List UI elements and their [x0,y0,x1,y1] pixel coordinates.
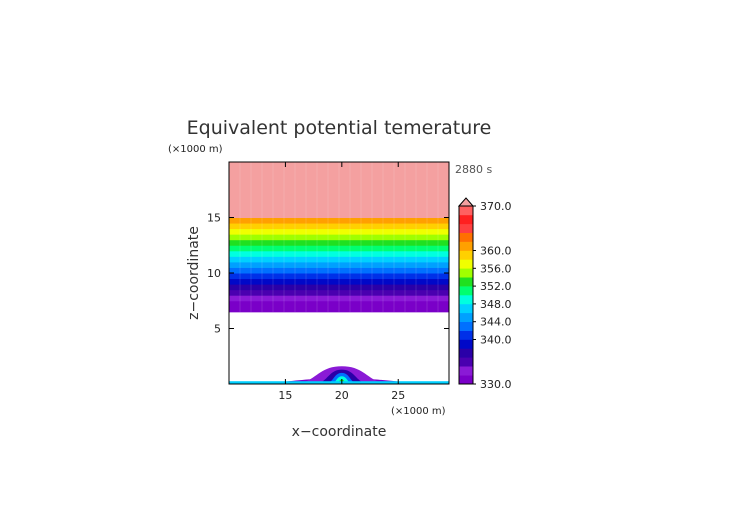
plot-area [229,162,449,384]
colorbar-segment-16 [459,232,473,242]
colorbar-segment-6 [459,321,473,331]
y-tick-label: 10 [207,267,221,280]
y-axis: 5 10 15 [207,212,449,336]
band-2 [229,289,449,296]
y-unit-label: (×1000 m) [168,144,223,155]
colorbar-segment-9 [459,295,473,305]
band-8 [229,256,449,263]
band-4 [229,278,449,285]
x-axis-label: x−coordinate [292,424,387,440]
colorbar: 330.0 340.0 344.0 348.0 352.0 356.0 360.0 370.0 [457,197,512,391]
colorbar-segment-15 [459,241,473,251]
x-tick-label: 20 [335,389,349,402]
band-5 [229,273,449,280]
colorbar-segment-11 [459,277,473,287]
chart-title: Equivalent potential temerature [187,117,492,139]
colorbar-segment-1 [459,366,473,376]
colorbar-overflow-arrow [457,197,475,207]
colorbar-segment-2 [459,357,473,367]
x-tick-label: 15 [278,389,292,402]
band-14 [229,223,449,230]
band-7 [229,261,449,268]
colorbar-tick-label: 340.0 [480,334,512,347]
band-16 [229,162,449,218]
colorbar-segment-19 [459,206,473,216]
colorbar-tick-label: 352.0 [480,280,512,293]
surface-strip [229,381,449,384]
colorbar-segment-18 [459,214,473,225]
colorbar-segment-13 [459,259,473,269]
colorbar-tick-label: 370.0 [480,200,512,213]
colorbar-tick-label: 344.0 [480,316,512,329]
band-0 [229,300,449,313]
colorbar-tick-label: 356.0 [480,262,512,275]
band-1 [229,295,449,302]
colorbar-segment-10 [459,286,473,296]
x-axis: 15 20 25 [278,162,405,402]
colorbar-segment-7 [459,312,473,322]
colorbar-segment-5 [459,330,473,340]
x-tick-label: 25 [391,389,405,402]
colorbar-frame [458,205,474,385]
colorbar-tick-label: 330.0 [480,378,512,391]
colorbar-segment-0 [459,375,473,385]
time-label: 2880 s [455,163,492,176]
band-15 [229,217,449,224]
colorbar-segment-4 [459,339,473,349]
band-6 [229,267,449,274]
colorbar-segment-17 [459,223,473,233]
band-3 [229,284,449,291]
colorbar-segment-12 [459,268,473,278]
colorbar-segment-8 [459,303,473,314]
colorbar-tick-label: 348.0 [480,298,512,311]
colorbar-tick-label: 360.0 [480,245,512,258]
colorbar-segment-14 [459,250,473,260]
x-unit-label: (×1000 m) [391,406,446,417]
band-10 [229,245,449,252]
band-11 [229,239,449,246]
y-tick-label: 15 [207,212,221,225]
band-9 [229,250,449,257]
band-13 [229,228,449,235]
colorbar-segment-3 [459,348,473,358]
y-axis-label: z−coordinate [186,226,202,320]
band-12 [229,234,449,241]
y-tick-label: 5 [214,323,221,336]
